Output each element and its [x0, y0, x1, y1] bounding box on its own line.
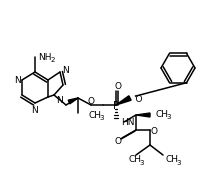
Text: 2: 2	[51, 57, 55, 63]
Text: 3: 3	[166, 114, 170, 120]
Text: P: P	[113, 101, 119, 111]
Text: N: N	[62, 66, 68, 75]
Text: CH: CH	[88, 111, 101, 120]
Polygon shape	[68, 98, 78, 104]
Text: N: N	[14, 75, 20, 84]
Text: CH: CH	[165, 156, 178, 165]
Text: CH: CH	[128, 156, 141, 165]
Text: NH: NH	[38, 53, 52, 62]
Text: 3: 3	[176, 160, 180, 166]
Text: O: O	[115, 82, 121, 91]
Polygon shape	[116, 96, 131, 105]
Text: 'O: 'O	[133, 94, 143, 103]
Text: N: N	[56, 96, 62, 105]
Polygon shape	[136, 113, 150, 117]
Text: O: O	[87, 96, 95, 105]
Text: O: O	[115, 136, 121, 145]
Text: O: O	[151, 127, 157, 136]
Text: 3: 3	[139, 160, 143, 166]
Text: 3: 3	[99, 115, 103, 121]
Text: N: N	[31, 105, 37, 114]
Text: HN: HN	[121, 118, 135, 127]
Text: CH: CH	[155, 109, 168, 118]
